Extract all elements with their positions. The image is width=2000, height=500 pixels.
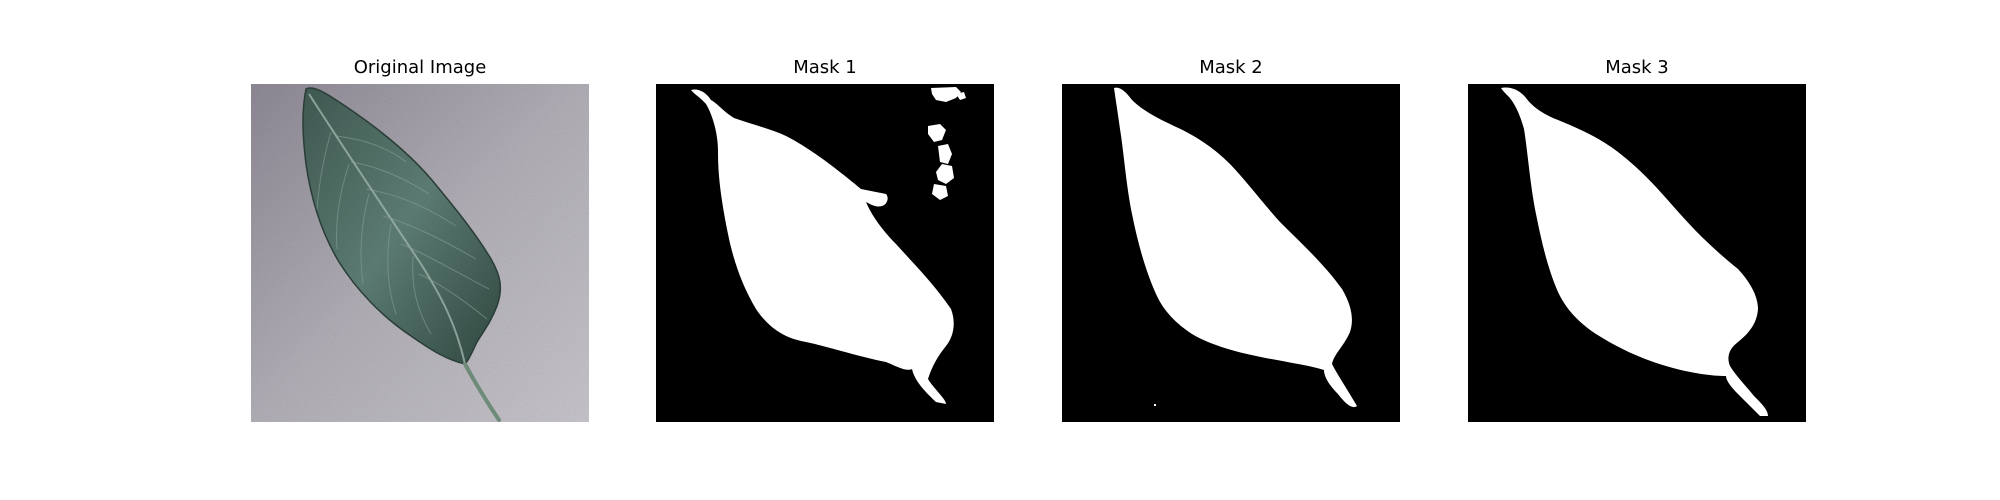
mask-2-panel: [1062, 84, 1400, 422]
mask-noise: [1154, 374, 1331, 406]
mask-3-image: [1468, 84, 1806, 422]
leaf: [302, 87, 502, 365]
panel-title-original: Original Image: [353, 57, 487, 78]
mask-1-image: [656, 84, 994, 422]
mask-2-image: [1062, 84, 1400, 422]
panel-title-mask-2: Mask 2: [1199, 57, 1263, 78]
mask-3-panel: [1468, 84, 1806, 422]
mask-leaf-region: [691, 89, 954, 405]
mask-leaf-region: [1501, 87, 1768, 417]
panel-title-mask-3: Mask 3: [1605, 57, 1669, 78]
mask-1-panel: [656, 84, 994, 422]
leaf-stem: [463, 362, 501, 422]
original-image-panel: [251, 84, 589, 422]
mask-noise: [928, 87, 966, 200]
leaf-veins: [316, 131, 490, 335]
original-image: [251, 84, 589, 422]
panel-title-mask-1: Mask 1: [793, 57, 857, 78]
mask-leaf-region: [1114, 87, 1357, 408]
